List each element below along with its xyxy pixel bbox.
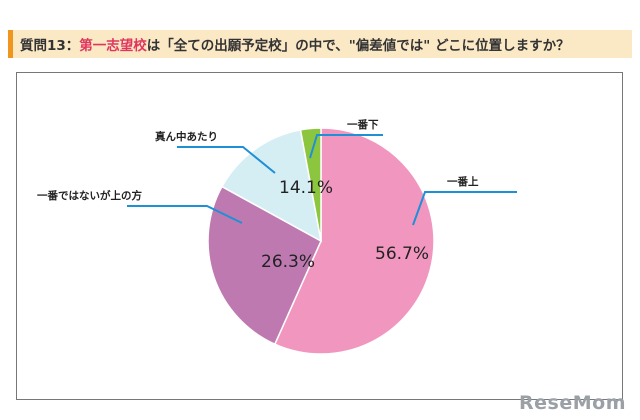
leader-line-2 <box>177 146 276 174</box>
question-number: 質問13： <box>20 38 80 54</box>
chart-panel: 56.7% 一番上 26.3% 一番ではないが上の方 14.1% 真ん中あたり 一番下 <box>16 72 623 400</box>
question-text: は「全ての出願予定校」の中で、"偏差値では" どこに位置しますか？ <box>146 38 570 54</box>
pie-slice-3 <box>299 127 322 242</box>
leader-line-0 <box>412 191 517 226</box>
resemom-logo: ReseMom <box>519 392 626 414</box>
pie-slice-2 <box>220 128 323 243</box>
pie-slice-0 <box>273 127 435 355</box>
slice-value-label-0: 56.7% <box>375 244 429 264</box>
question-accent: 第一志望校 <box>79 38 147 54</box>
slice-category-label-3: 一番下 <box>347 118 379 131</box>
leader-line-1 <box>127 205 243 224</box>
slice-category-label-1: 一番ではないが上の方 <box>37 189 142 202</box>
slice-category-label-0: 一番上 <box>447 175 479 188</box>
pie-chart: 56.7% 一番上 26.3% 一番ではないが上の方 14.1% 真ん中あたり 一番下 <box>37 118 517 355</box>
slice-category-label-2: 真ん中あたり <box>155 130 218 143</box>
leader-line-3 <box>309 134 383 159</box>
slice-value-label-2: 14.1% <box>279 178 333 198</box>
question-header: 質問13： 第一志望校 は「全ての出願予定校」の中で、"偏差値では" どこに位置しま… <box>8 30 632 58</box>
slice-value-label-1: 26.3% <box>261 252 315 272</box>
